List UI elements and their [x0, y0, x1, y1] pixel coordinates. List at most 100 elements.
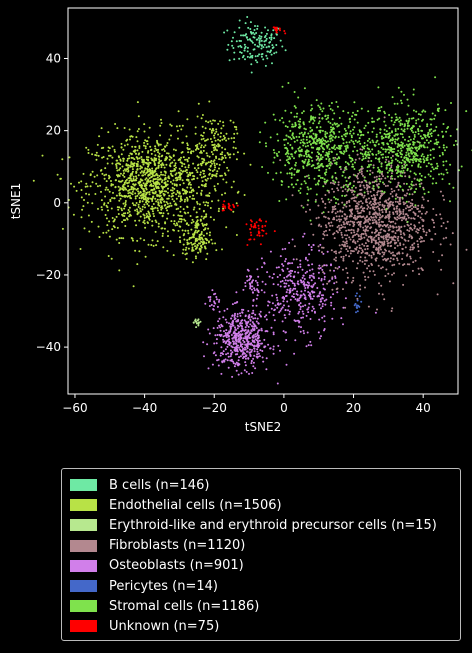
data-point — [331, 211, 334, 214]
data-point — [325, 298, 328, 301]
data-point — [252, 340, 255, 343]
data-point — [218, 167, 220, 170]
data-point — [284, 109, 287, 112]
data-point — [408, 135, 411, 138]
data-point — [367, 206, 370, 208]
data-point — [323, 320, 326, 323]
data-point — [405, 213, 408, 216]
data-point — [85, 182, 88, 185]
data-point — [343, 223, 346, 226]
data-point — [216, 334, 219, 336]
data-point — [429, 158, 432, 161]
data-point — [379, 171, 381, 174]
data-point — [340, 186, 343, 189]
data-point — [418, 273, 421, 276]
data-point — [323, 142, 326, 145]
data-point — [212, 352, 215, 355]
data-point — [450, 102, 452, 104]
data-point — [131, 190, 134, 193]
data-point — [349, 121, 352, 123]
data-point — [102, 231, 105, 234]
data-point — [220, 127, 223, 130]
data-point — [165, 190, 168, 193]
data-point — [170, 220, 173, 223]
data-point — [105, 217, 108, 220]
data-point — [149, 180, 152, 183]
data-point — [182, 141, 184, 144]
data-point — [145, 212, 148, 215]
data-point — [344, 145, 347, 148]
data-point — [281, 85, 284, 88]
data-point — [358, 221, 361, 224]
data-point — [232, 324, 235, 327]
data-point — [183, 163, 186, 166]
data-point — [302, 122, 305, 125]
data-point — [100, 147, 103, 150]
data-point — [356, 246, 358, 249]
data-point — [286, 172, 289, 175]
data-point — [191, 218, 194, 221]
data-point — [148, 213, 151, 216]
data-point — [412, 88, 415, 91]
data-point — [180, 195, 182, 198]
data-point — [241, 329, 244, 332]
data-point — [111, 217, 114, 219]
data-point — [377, 150, 380, 153]
data-point — [299, 302, 302, 305]
data-point — [388, 280, 391, 283]
data-point — [251, 56, 254, 59]
data-point — [136, 210, 139, 213]
data-point — [243, 348, 246, 351]
data-point — [212, 129, 215, 132]
data-point — [187, 164, 190, 167]
data-point — [258, 53, 261, 56]
data-point — [440, 172, 443, 175]
data-point — [311, 116, 314, 119]
data-point — [261, 266, 263, 269]
data-point — [337, 203, 340, 206]
data-point — [244, 281, 247, 284]
data-point — [428, 230, 431, 233]
data-point — [412, 93, 415, 96]
data-point — [144, 147, 147, 150]
data-point — [318, 153, 320, 156]
data-point — [308, 292, 311, 295]
data-point — [260, 327, 263, 330]
data-point — [152, 182, 155, 184]
data-point — [150, 244, 153, 246]
data-point — [330, 221, 333, 224]
data-point — [218, 163, 221, 166]
data-point — [302, 133, 305, 136]
data-point — [425, 139, 428, 142]
data-point — [258, 39, 261, 42]
data-point — [186, 186, 189, 189]
data-point — [235, 128, 238, 131]
data-point — [118, 175, 121, 177]
data-point — [143, 190, 146, 192]
data-point — [396, 212, 399, 215]
data-point — [216, 182, 219, 185]
data-point — [381, 203, 384, 206]
data-point — [366, 190, 369, 193]
data-point — [290, 153, 293, 156]
data-point — [379, 151, 382, 154]
data-point — [321, 177, 324, 179]
data-point — [368, 222, 371, 225]
data-point — [147, 136, 150, 139]
data-point — [223, 309, 226, 312]
data-point — [135, 175, 137, 178]
data-point — [391, 251, 394, 254]
data-point — [252, 317, 255, 320]
data-point — [273, 52, 276, 55]
data-point — [235, 291, 238, 294]
data-point — [264, 330, 267, 333]
data-point — [200, 193, 203, 196]
data-point — [306, 186, 309, 189]
data-point — [366, 238, 369, 241]
data-point — [381, 137, 383, 140]
data-point — [374, 199, 377, 202]
data-point — [401, 171, 404, 174]
data-point — [381, 215, 384, 218]
data-point — [186, 178, 189, 181]
data-point — [369, 169, 372, 172]
